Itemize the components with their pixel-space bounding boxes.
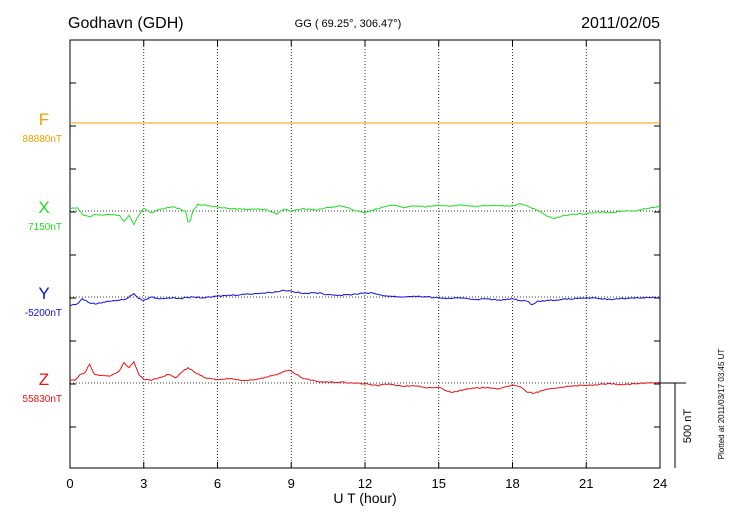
series-baseline-x: 7150nT	[28, 222, 62, 233]
station-title: Godhavn (GDH)	[68, 15, 184, 32]
series-name-x: X	[38, 198, 49, 217]
x-tick-label: 3	[140, 476, 147, 491]
scale-bar: 500 nT	[660, 382, 694, 468]
x-tick-label: 6	[214, 476, 221, 491]
x-axis-ticks: 0 3 6 9 12 15 18 21 24	[66, 40, 667, 491]
scale-bar-label: 500 nT	[682, 409, 694, 444]
grid-layer	[70, 40, 660, 468]
series-line-y	[69, 289, 661, 306]
series-name-z: Z	[39, 370, 49, 389]
series-name-y: Y	[38, 284, 49, 303]
x-tick-label: 9	[288, 476, 295, 491]
series-baseline-y: -5200nT	[25, 308, 62, 319]
x-axis-label: U T (hour)	[333, 490, 396, 506]
x-tick-label: 18	[505, 476, 519, 491]
x-tick-label: 0	[66, 476, 73, 491]
series-layer: F 88880nT X 7150nT Y -5200nT Z 55830nT	[23, 110, 661, 405]
series-name-f: F	[39, 110, 49, 129]
x-tick-label: 15	[432, 476, 446, 491]
x-tick-label: 24	[653, 476, 667, 491]
series-baseline-z: 55830nT	[23, 394, 62, 405]
plotted-timestamp: Plotted at 2011/03/17 03:45 UT	[717, 349, 726, 460]
x-tick-label: 12	[358, 476, 372, 491]
series-line-x	[69, 202, 661, 226]
series-line-z	[69, 360, 661, 394]
chart-date: 2011/02/05	[581, 15, 660, 32]
series-baseline-f: 88880nT	[23, 134, 62, 145]
station-coordinates: GG ( 69.25°, 306.47°)	[295, 18, 402, 30]
x-tick-label: 21	[579, 476, 593, 491]
